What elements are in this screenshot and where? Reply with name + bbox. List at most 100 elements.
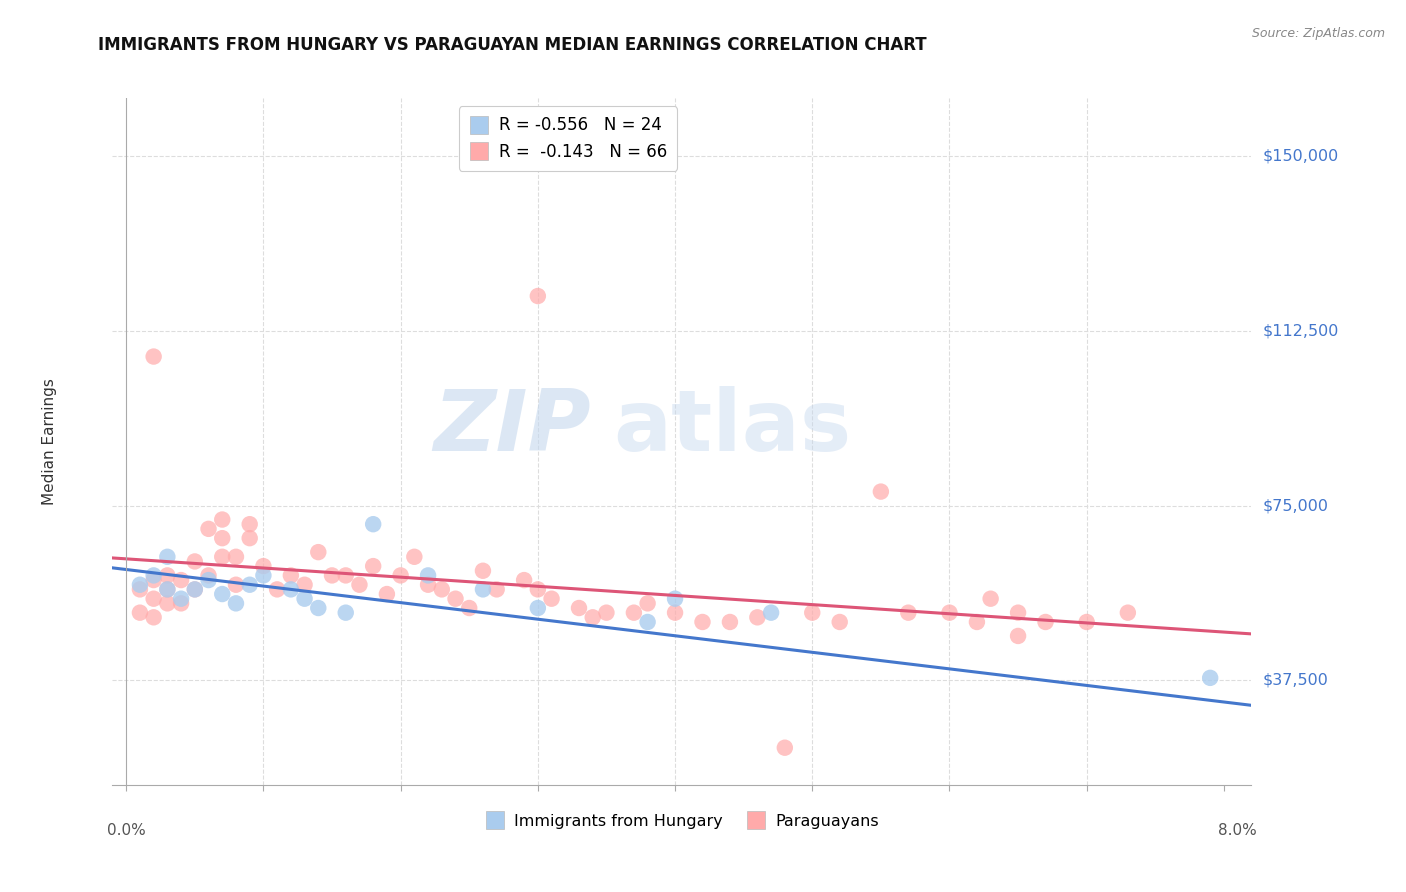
Point [225, 596, 247, 610]
Text: ZIP: ZIP [433, 386, 591, 469]
Point [747, 610, 769, 624]
Text: Median Earnings: Median Earnings [42, 378, 58, 505]
Point [142, 591, 165, 606]
Point [1199, 671, 1222, 685]
Point [938, 606, 960, 620]
Point [170, 591, 193, 606]
Text: $112,500: $112,500 [1263, 324, 1339, 338]
Point [349, 578, 371, 592]
Point [773, 740, 796, 755]
Point [280, 568, 302, 582]
Point [225, 549, 247, 564]
Point [718, 615, 741, 629]
Point [527, 601, 550, 615]
Point [389, 568, 412, 582]
Point [335, 568, 357, 582]
Point [197, 522, 219, 536]
Point [416, 568, 439, 582]
Point [129, 578, 152, 592]
Text: IMMIGRANTS FROM HUNGARY VS PARAGUAYAN MEDIAN EARNINGS CORRELATION CHART: IMMIGRANTS FROM HUNGARY VS PARAGUAYAN ME… [98, 36, 927, 54]
Point [266, 582, 288, 597]
Text: $150,000: $150,000 [1263, 149, 1339, 164]
Point [142, 568, 165, 582]
Point [568, 601, 591, 615]
Point [197, 573, 219, 587]
Point [307, 545, 329, 559]
Point [184, 582, 207, 597]
Text: $37,500: $37,500 [1263, 673, 1329, 688]
Point [142, 610, 165, 624]
Point [430, 582, 453, 597]
Point [1116, 606, 1139, 620]
Point [129, 582, 152, 597]
Point [458, 601, 481, 615]
Point [870, 787, 893, 801]
Point [527, 582, 550, 597]
Point [664, 606, 686, 620]
Point [471, 564, 494, 578]
Point [637, 615, 659, 629]
Text: atlas: atlas [613, 386, 852, 469]
Point [156, 582, 179, 597]
Point [239, 531, 262, 545]
Point [294, 591, 316, 606]
Point [582, 610, 605, 624]
Point [361, 517, 384, 532]
Point [156, 582, 179, 597]
Point [375, 587, 398, 601]
Point [540, 591, 562, 606]
Point [294, 578, 316, 592]
Point [225, 578, 247, 592]
Point [527, 289, 550, 303]
Point [252, 559, 274, 574]
Point [637, 596, 659, 610]
Point [211, 512, 233, 526]
Point [416, 578, 439, 592]
Point [444, 591, 467, 606]
Point [184, 582, 207, 597]
Point [664, 591, 686, 606]
Point [966, 615, 988, 629]
Point [471, 582, 494, 597]
Point [156, 596, 179, 610]
Point [211, 549, 233, 564]
Point [252, 568, 274, 582]
Point [170, 573, 193, 587]
Point [211, 531, 233, 545]
Point [828, 615, 851, 629]
Point [170, 596, 193, 610]
Point [335, 606, 357, 620]
Point [142, 573, 165, 587]
Point [404, 549, 426, 564]
Point [197, 568, 219, 582]
Point [239, 578, 262, 592]
Point [361, 559, 384, 574]
Text: 0.0%: 0.0% [107, 822, 146, 838]
Point [239, 517, 262, 532]
Point [513, 573, 536, 587]
Point [156, 549, 179, 564]
Point [485, 582, 508, 597]
Point [595, 606, 617, 620]
Point [156, 568, 179, 582]
Point [759, 606, 782, 620]
Point [980, 591, 1002, 606]
Point [897, 606, 920, 620]
Point [1007, 629, 1029, 643]
Point [142, 350, 165, 364]
Point [623, 606, 645, 620]
Text: 8.0%: 8.0% [1218, 822, 1257, 838]
Point [321, 568, 343, 582]
Point [870, 484, 893, 499]
Point [1035, 615, 1057, 629]
Legend: Immigrants from Hungary, Paraguayans: Immigrants from Hungary, Paraguayans [478, 807, 886, 835]
Point [184, 554, 207, 568]
Point [692, 615, 714, 629]
Point [129, 606, 152, 620]
Point [1007, 606, 1029, 620]
Point [211, 587, 233, 601]
Text: $75,000: $75,000 [1263, 498, 1329, 513]
Text: Source: ZipAtlas.com: Source: ZipAtlas.com [1251, 27, 1385, 40]
Point [1076, 615, 1098, 629]
Point [801, 606, 824, 620]
